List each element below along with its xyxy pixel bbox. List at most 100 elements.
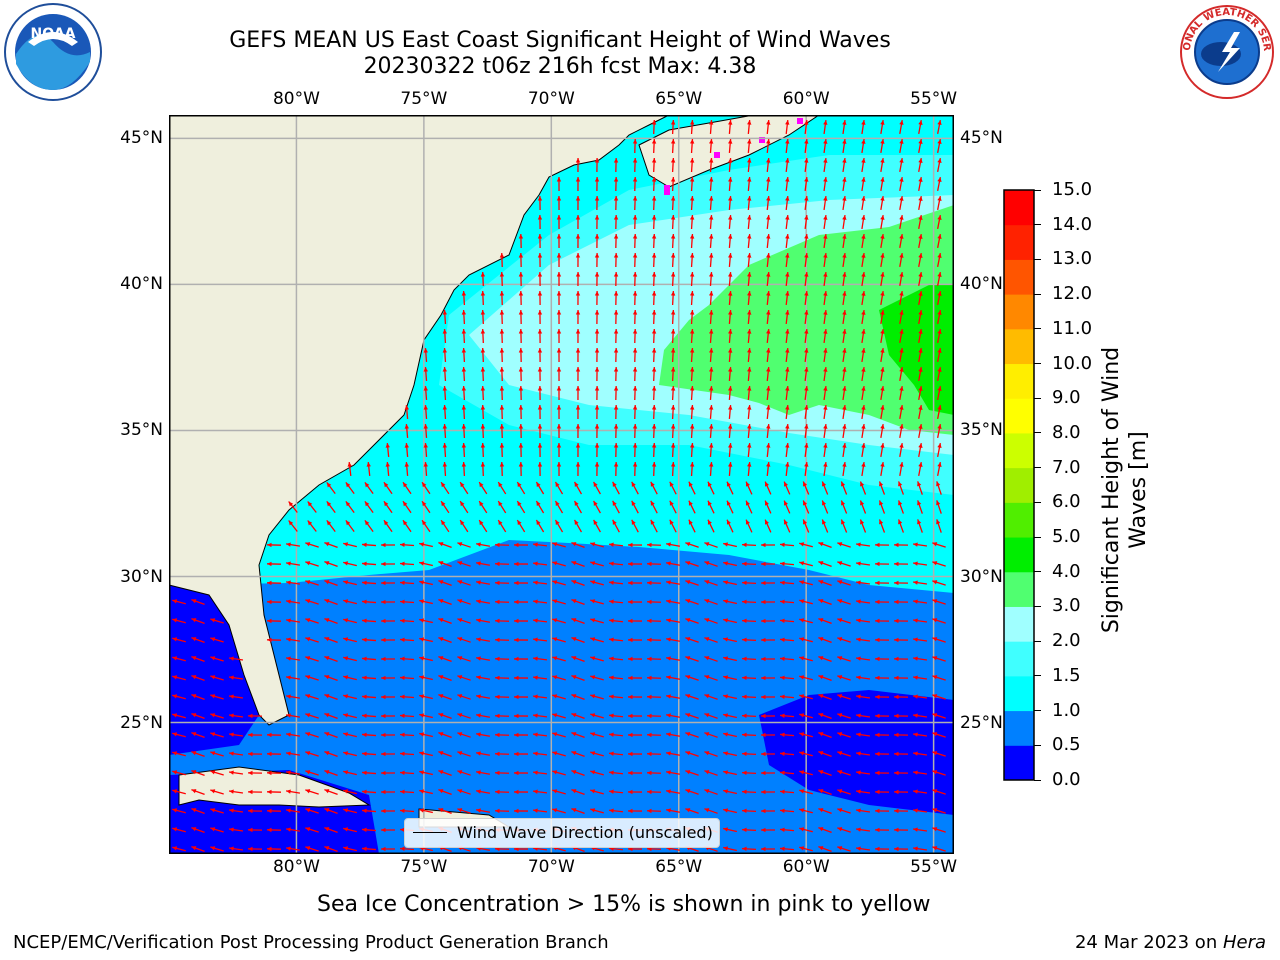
- wave-direction-arrow: [766, 176, 771, 192]
- wave-direction-arrow: [475, 542, 491, 547]
- wave-direction-arrow: [874, 713, 890, 719]
- wave-direction-arrow: [480, 366, 486, 382]
- wave-direction-arrow: [513, 732, 529, 738]
- wave-direction-arrow: [608, 694, 624, 699]
- lat-tick-label: 30°N: [960, 566, 1003, 587]
- wave-direction-arrow: [651, 423, 657, 439]
- footer-left: NCEP/EMC/Verification Post Processing Pr…: [13, 932, 609, 953]
- wave-direction-arrow: [324, 675, 338, 681]
- wave-direction-arrow: [823, 195, 828, 211]
- wave-direction-arrow: [608, 656, 624, 661]
- wave-direction-arrow: [842, 423, 847, 439]
- wave-direction-arrow: [899, 214, 904, 230]
- wave-direction-arrow: [741, 751, 757, 757]
- wave-direction-arrow: [651, 214, 657, 230]
- wave-direction-arrow: [575, 461, 581, 477]
- wave-direction-arrow: [571, 807, 585, 815]
- wave-direction-arrow: [842, 195, 847, 211]
- wave-direction-arrow: [760, 580, 776, 586]
- wave-direction-arrow: [818, 637, 832, 643]
- wave-direction-arrow: [861, 404, 866, 420]
- wave-direction-arrow: [228, 675, 244, 680]
- wave-direction-arrow: [513, 580, 529, 586]
- wave-direction-arrow: [380, 675, 396, 681]
- colorbar-segment: [1004, 571, 1034, 607]
- wave-direction-arrow: [728, 309, 733, 325]
- wave-direction-arrow: [666, 656, 680, 661]
- wave-direction-arrow: [689, 347, 695, 363]
- wave-direction-arrow: [627, 751, 643, 757]
- wave-direction-arrow: [728, 423, 733, 439]
- wave-direction-arrow: [799, 618, 813, 624]
- wave-direction-arrow: [532, 732, 548, 737]
- wave-direction-arrow: [785, 385, 790, 401]
- wave-direction-arrow: [590, 694, 604, 700]
- wave-direction-arrow: [837, 713, 851, 719]
- wave-direction-arrow: [937, 139, 942, 153]
- wave-direction-arrow: [518, 347, 524, 363]
- wave-direction-arrow: [646, 618, 662, 624]
- wave-direction-arrow: [704, 618, 718, 624]
- wave-direction-arrow: [821, 519, 829, 533]
- wave-direction-arrow: [266, 599, 282, 605]
- wave-direction-arrow: [172, 675, 186, 681]
- wave-direction-arrow: [704, 694, 718, 700]
- wave-direction-arrow: [937, 443, 942, 457]
- wave-direction-arrow: [608, 713, 624, 718]
- wave-direction-arrow: [285, 751, 301, 756]
- wave-direction-arrow: [764, 519, 772, 533]
- wave-direction-arrow: [627, 656, 643, 662]
- wave-direction-arrow: [191, 846, 205, 852]
- wave-direction-arrow: [590, 542, 604, 548]
- wave-direction-arrow: [837, 542, 851, 548]
- wave-direction-arrow: [728, 271, 733, 287]
- wave-direction-arrow: [874, 789, 890, 795]
- colorbar-segment: [1004, 537, 1034, 573]
- wave-direction-arrow: [399, 789, 415, 795]
- wave-direction-arrow: [823, 271, 828, 287]
- wave-direction-arrow: [842, 157, 847, 173]
- wave-direction-arrow: [937, 462, 942, 476]
- wave-direction-arrow: [571, 693, 585, 701]
- wave-direction-arrow: [457, 599, 471, 605]
- wave-direction-arrow: [438, 694, 452, 700]
- wave-direction-arrow: [899, 176, 904, 192]
- wave-direction-arrow: [627, 732, 643, 738]
- wave-direction-arrow: [799, 808, 813, 814]
- wave-direction-arrow: [855, 732, 871, 737]
- wave-direction-arrow: [937, 215, 942, 229]
- wave-direction-arrow: [685, 656, 699, 662]
- wave-direction-arrow: [608, 808, 624, 813]
- wave-direction-arrow: [305, 618, 319, 624]
- wave-direction-arrow: [666, 637, 680, 642]
- wave-direction-arrow: [613, 347, 619, 363]
- wave-direction-arrow: [932, 732, 946, 738]
- wave-direction-arrow: [459, 500, 469, 514]
- wave-direction-arrow: [608, 618, 624, 623]
- wave-direction-arrow: [556, 233, 562, 249]
- lon-tick-label: 70°W: [527, 857, 575, 877]
- wave-direction-arrow: [766, 195, 771, 211]
- wave-direction-arrow: [380, 713, 396, 719]
- wave-direction-arrow: [343, 694, 357, 700]
- wave-direction-arrow: [799, 789, 813, 795]
- wave-direction-arrow: [499, 271, 505, 287]
- wave-direction-arrow: [627, 580, 643, 586]
- wave-direction-arrow: [723, 656, 737, 662]
- wave-direction-arrow: [766, 423, 771, 439]
- colorbar-tick-label: 2.0: [1052, 630, 1081, 652]
- colorbar-tick-label: 15.0: [1052, 179, 1093, 200]
- wave-direction-arrow: [726, 500, 734, 514]
- wave-direction-arrow: [478, 481, 488, 495]
- wave-direction-arrow: [818, 561, 832, 567]
- wave-direction-arrow: [855, 637, 871, 642]
- wave-direction-arrow: [893, 713, 909, 719]
- wave-direction-arrow: [423, 461, 428, 477]
- wave-direction-arrow: [380, 751, 396, 757]
- colorbar-tick-mark: [1034, 258, 1041, 260]
- wave-direction-arrow: [632, 157, 638, 173]
- sea-ice-patch: [664, 185, 670, 195]
- wave-direction-arrow: [632, 385, 638, 401]
- wave-direction-arrow: [723, 542, 737, 548]
- wave-direction-arrow: [785, 138, 790, 154]
